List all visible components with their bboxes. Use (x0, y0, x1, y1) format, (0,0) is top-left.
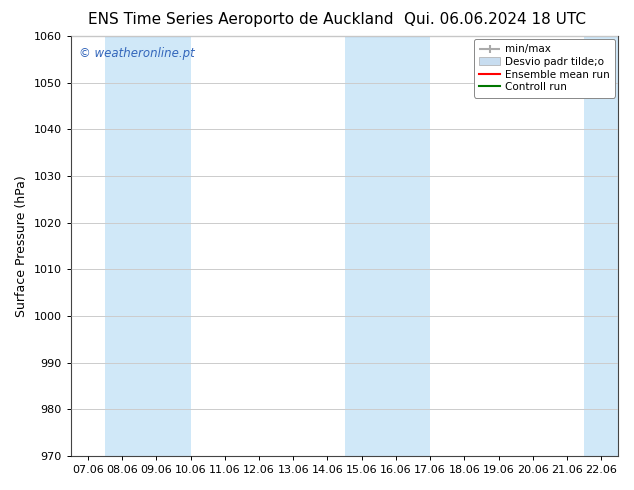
Text: ENS Time Series Aeroporto de Auckland: ENS Time Series Aeroporto de Auckland (88, 12, 394, 27)
Bar (344, 36, 430, 456)
Bar (584, 36, 618, 456)
Bar (105, 36, 191, 456)
Legend: min/max, Desvio padr tilde;o, Ensemble mean run, Controll run: min/max, Desvio padr tilde;o, Ensemble m… (474, 39, 615, 98)
Y-axis label: Surface Pressure (hPa): Surface Pressure (hPa) (15, 175, 28, 317)
Text: © weatheronline.pt: © weatheronline.pt (79, 47, 195, 60)
Text: Qui. 06.06.2024 18 UTC: Qui. 06.06.2024 18 UTC (403, 12, 586, 27)
